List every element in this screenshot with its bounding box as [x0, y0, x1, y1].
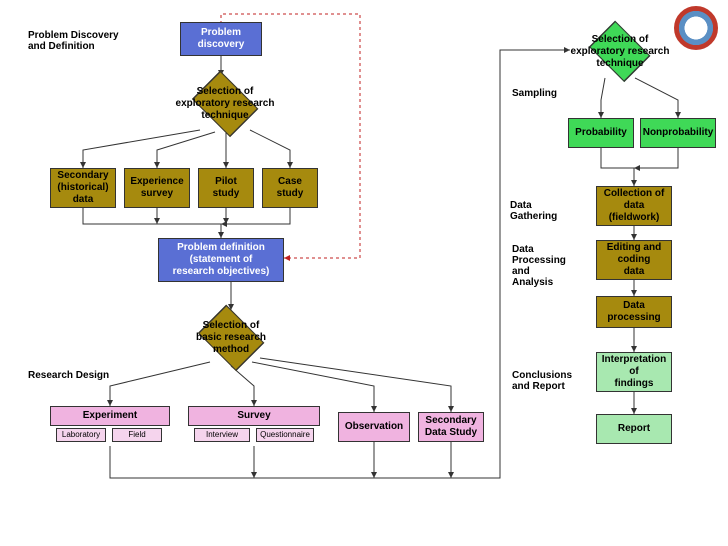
nonprobability: Nonprobability — [640, 118, 716, 148]
sel-basic-research-label: Selection of basic research method — [196, 320, 266, 356]
sel-exploratory-label: Selection of exploratory research techni… — [176, 86, 275, 122]
sel-exploratory-2-label: Selection of exploratory research techni… — [571, 34, 670, 70]
interpretation: Interpretation of findings — [596, 352, 672, 392]
probability: Probability — [568, 118, 634, 148]
report: Report — [596, 414, 672, 444]
edge-sel-exploratory-experience-survey — [157, 132, 215, 168]
laboratory: Laboratory — [56, 428, 106, 442]
observation: Observation — [338, 412, 410, 442]
sel-basic-research: Selection of basic research method — [186, 310, 276, 366]
sel-exploratory: Selection of exploratory research techni… — [175, 76, 275, 132]
pilot-study: Pilot study — [198, 168, 254, 208]
case-study: Case study — [262, 168, 318, 208]
edge-sel-basic-research-survey — [231, 366, 254, 406]
sec-conclusions: Conclusions and Report — [512, 370, 572, 392]
edge-probability-collection-data — [601, 148, 634, 186]
edge-case-study-problem-definition — [221, 208, 290, 224]
edge-sel-exploratory-2-probability — [601, 78, 605, 118]
problem-definition: Problem definition (statement of researc… — [158, 238, 284, 282]
sec-data-gathering: Data Gathering — [510, 200, 557, 222]
sel-exploratory-2: Selection of exploratory research techni… — [570, 26, 670, 78]
edge-sel-exploratory-secondary-data — [83, 130, 200, 168]
edge-secondary-data-problem-definition — [83, 208, 221, 238]
experience-survey: Experience survey — [124, 168, 190, 208]
collection-data: Collection of data (fieldwork) — [596, 186, 672, 226]
problem-discovery: Problem discovery — [180, 22, 262, 56]
edge-sel-basic-research-observation — [252, 362, 374, 412]
secondary-data-study: Secondary Data Study — [418, 412, 484, 442]
editing-coding: Editing and coding data — [596, 240, 672, 280]
data-processing-box: Data processing — [596, 296, 672, 328]
sec-research-design: Research Design — [28, 370, 109, 381]
field: Field — [112, 428, 162, 442]
sec-sampling: Sampling — [512, 88, 557, 99]
experiment: Experiment — [50, 406, 170, 426]
edge-sel-exploratory-2-nonprobability — [635, 78, 678, 118]
sec-discovery: Problem Discovery and Definition — [28, 30, 119, 52]
edge-nonprobability-collection-data — [634, 148, 678, 168]
sec-data-processing: Data Processing and Analysis — [512, 244, 566, 288]
edge-sel-basic-research-experiment — [110, 362, 210, 406]
edge-sel-exploratory-case-study — [250, 130, 290, 168]
secondary-data: Secondary (historical) data — [50, 168, 116, 208]
edge-sel-basic-research-secondary-data-study — [260, 358, 451, 412]
survey: Survey — [188, 406, 320, 426]
logo-badge — [674, 6, 718, 50]
interview: Interview — [194, 428, 250, 442]
questionnaire: Questionnaire — [256, 428, 314, 442]
